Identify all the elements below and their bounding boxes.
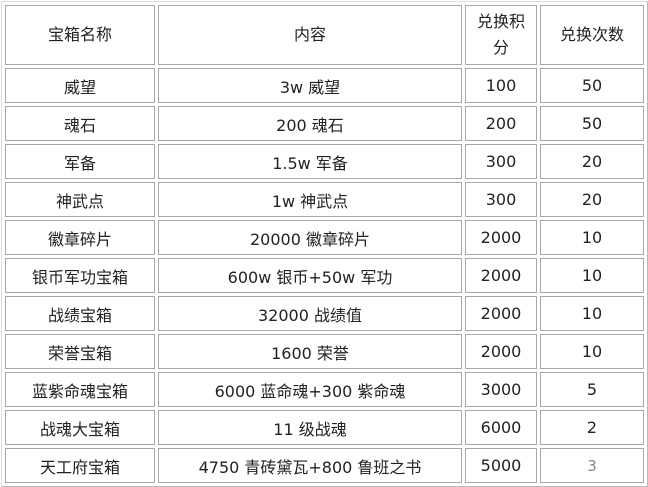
cell-content: 20000 徽章碎片 [158,220,462,255]
table-row: 徽章碎片 20000 徽章碎片 2000 10 [5,220,644,255]
cell-points: 300 [465,144,537,179]
header-row: 宝箱名称 内容 兑换积分 兑换次数 [5,5,644,65]
cell-count: 20 [540,182,644,217]
cell-content: 4750 青砖黛瓦+800 鲁班之书 [158,448,462,483]
cell-content: 1w 神武点 [158,182,462,217]
header-box-name: 宝箱名称 [5,5,155,65]
cell-count: 10 [540,334,644,369]
table-row: 威望 3w 威望 100 50 [5,68,644,103]
cell-content: 3w 威望 [158,68,462,103]
cell-count: 10 [540,296,644,331]
table-row: 银币军功宝箱 600w 银币+50w 军功 2000 10 [5,258,644,293]
table-row: 魂石 200 魂石 200 50 [5,106,644,141]
cell-count: 50 [540,68,644,103]
cell-points: 5000 [465,448,537,483]
cell-count: 20 [540,144,644,179]
header-content: 内容 [158,5,462,65]
table-row: 军备 1.5w 军备 300 20 [5,144,644,179]
cell-box-name: 神武点 [5,182,155,217]
cell-box-name: 战魂大宝箱 [5,410,155,445]
cell-box-name: 战绩宝箱 [5,296,155,331]
table-row: 天工府宝箱 4750 青砖黛瓦+800 鲁班之书 5000 3 [5,448,644,483]
cell-count: 2 [540,410,644,445]
cell-content: 6000 蓝命魂+300 紫命魂 [158,372,462,407]
cell-points: 200 [465,106,537,141]
cell-count: 3 [540,448,644,483]
cell-points: 100 [465,68,537,103]
header-points: 兑换积分 [465,5,537,65]
cell-points: 2000 [465,220,537,255]
cell-box-name: 天工府宝箱 [5,448,155,483]
cell-count: 10 [540,220,644,255]
table-row: 战魂大宝箱 11 级战魂 6000 2 [5,410,644,445]
cell-count: 10 [540,258,644,293]
cell-content: 11 级战魂 [158,410,462,445]
cell-points: 6000 [465,410,537,445]
cell-box-name: 银币军功宝箱 [5,258,155,293]
table-row: 蓝紫命魂宝箱 6000 蓝命魂+300 紫命魂 3000 5 [5,372,644,407]
cell-content: 200 魂石 [158,106,462,141]
cell-points: 3000 [465,372,537,407]
cell-box-name: 蓝紫命魂宝箱 [5,372,155,407]
cell-count: 50 [540,106,644,141]
cell-box-name: 军备 [5,144,155,179]
table-row: 荣誉宝箱 1600 荣誉 2000 10 [5,334,644,369]
cell-content: 600w 银币+50w 军功 [158,258,462,293]
cell-content: 1.5w 军备 [158,144,462,179]
cell-content: 32000 战绩值 [158,296,462,331]
cell-points: 300 [465,182,537,217]
cell-box-name: 威望 [5,68,155,103]
cell-box-name: 荣誉宝箱 [5,334,155,369]
cell-count: 5 [540,372,644,407]
cell-content: 1600 荣誉 [158,334,462,369]
cell-box-name: 徽章碎片 [5,220,155,255]
header-count: 兑换次数 [540,5,644,65]
cell-points: 2000 [465,258,537,293]
cell-points: 2000 [465,296,537,331]
table-row: 神武点 1w 神武点 300 20 [5,182,644,217]
cell-points: 2000 [465,334,537,369]
cell-box-name: 魂石 [5,106,155,141]
table-row: 战绩宝箱 32000 战绩值 2000 10 [5,296,644,331]
